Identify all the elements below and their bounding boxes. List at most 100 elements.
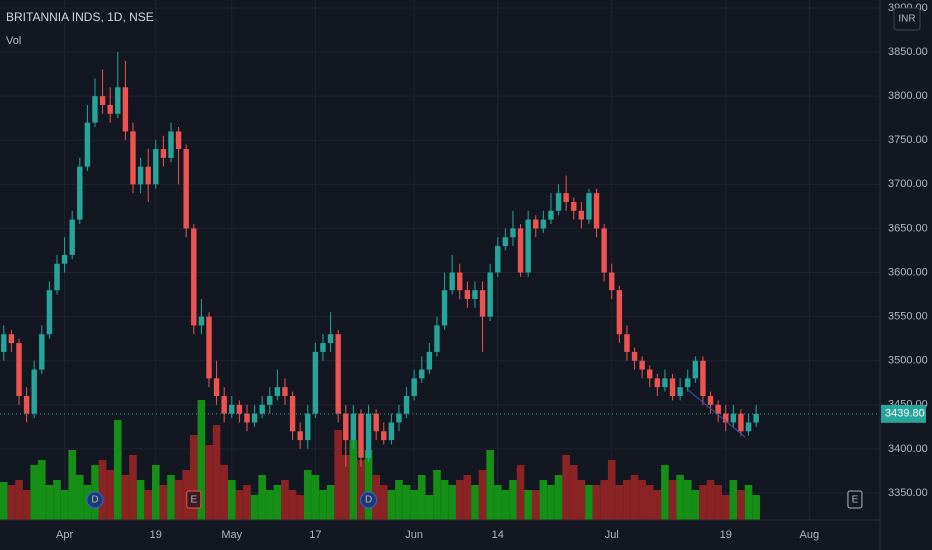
volume-bar — [60, 490, 69, 520]
candle-body — [647, 369, 653, 379]
volume-bar — [410, 490, 418, 520]
x-tick-label: Aug — [800, 529, 820, 541]
candle-body — [464, 290, 471, 299]
volume-bar — [592, 485, 601, 520]
candle-body — [457, 272, 463, 291]
volume-bar — [471, 485, 479, 520]
volume-bar — [379, 485, 388, 520]
candle-body — [305, 413, 311, 441]
volume-bar — [417, 475, 426, 520]
volume-bar — [752, 495, 760, 520]
last-price-label: 3439.80 — [885, 408, 925, 420]
candle-body — [601, 228, 607, 273]
currency[interactable]: INR — [898, 14, 915, 25]
volume-bar — [478, 470, 487, 520]
volume-bar — [250, 495, 259, 520]
volume-bar — [516, 465, 525, 520]
volume-bar — [448, 485, 456, 520]
volume-bar — [668, 480, 677, 520]
candle-body — [692, 360, 699, 379]
candle-body — [236, 404, 243, 414]
candle-body — [327, 334, 334, 344]
volume-bar — [174, 480, 183, 520]
volume-bar — [630, 475, 639, 520]
candle-body — [358, 413, 364, 458]
volume-bar — [129, 455, 137, 520]
volume-bar — [68, 450, 76, 520]
volume-bar — [220, 465, 228, 520]
volume-bar — [75, 475, 84, 520]
volume-bar — [235, 490, 244, 520]
candle-body — [533, 219, 539, 229]
y-tick-label: 3550.00 — [888, 311, 928, 323]
volume-bar — [258, 475, 266, 520]
last-price-box — [881, 404, 926, 423]
volume-bar — [661, 465, 669, 520]
volume-bar — [531, 490, 540, 520]
candle-body — [738, 413, 744, 432]
y-tick-label: 3400.00 — [888, 443, 928, 455]
candle-body — [130, 131, 136, 185]
volume-bar — [607, 460, 616, 520]
volume-bar — [197, 400, 206, 520]
volume-bar — [281, 480, 289, 520]
candle-body — [548, 210, 554, 220]
candle-body — [449, 272, 455, 291]
x-tick-label: Apr — [56, 529, 73, 541]
volume-bar — [455, 480, 464, 520]
candle-body — [84, 122, 91, 167]
volume-bar — [577, 480, 586, 520]
candle-body — [373, 413, 379, 432]
volume-bar — [113, 420, 122, 520]
volume-bar — [729, 480, 738, 520]
volume-bar — [600, 480, 608, 520]
x-tick-label: 19 — [720, 529, 732, 541]
y-tick-label: 3500.00 — [888, 355, 928, 367]
volume-bar — [98, 460, 107, 520]
y-tick-label: 3700.00 — [888, 178, 928, 190]
candle-body — [175, 131, 182, 150]
volume-bar — [243, 485, 251, 520]
candle-body — [122, 87, 129, 132]
event-label: D — [91, 495, 98, 506]
candle-body — [137, 166, 144, 185]
candle-body — [39, 334, 45, 370]
event-marker — [847, 490, 863, 509]
x-tick-label: 17 — [309, 529, 321, 541]
candle-body — [274, 387, 281, 396]
volume-bar — [585, 485, 593, 520]
currency-box[interactable] — [893, 7, 921, 31]
x-tick-label: May — [221, 529, 242, 541]
volume-bar — [341, 455, 350, 520]
volume-bar — [402, 485, 411, 520]
volume-bar — [569, 465, 578, 520]
candle-body — [472, 290, 478, 299]
volume-bar — [45, 485, 54, 520]
volume-bar — [683, 480, 692, 520]
candle-body — [586, 193, 592, 220]
volume-bar — [227, 480, 236, 520]
candle-body — [213, 378, 220, 396]
candle-body — [251, 413, 258, 423]
volume-bar — [30, 465, 38, 520]
candle-body — [700, 360, 706, 396]
volume-bar — [265, 490, 274, 520]
candle-body — [434, 325, 440, 352]
candle-body — [16, 343, 22, 396]
volume-bar — [136, 480, 145, 520]
volume-bar — [653, 490, 662, 520]
candle-body — [411, 378, 417, 396]
volume-bar — [509, 480, 517, 520]
axes: 3350.003400.003450.003500.003550.003600.… — [0, 2, 928, 541]
volume-bar — [562, 455, 570, 520]
candle-body — [578, 210, 585, 220]
chart-title: BRITANNIA INDS, 1D, NSE — [6, 10, 154, 24]
volume-bar — [288, 490, 297, 520]
candle-body — [23, 395, 30, 414]
volume-bar — [303, 470, 312, 520]
volume-bar — [357, 460, 365, 520]
candle-body — [662, 378, 668, 388]
volume-bar — [334, 430, 342, 520]
candle-body — [92, 96, 98, 123]
